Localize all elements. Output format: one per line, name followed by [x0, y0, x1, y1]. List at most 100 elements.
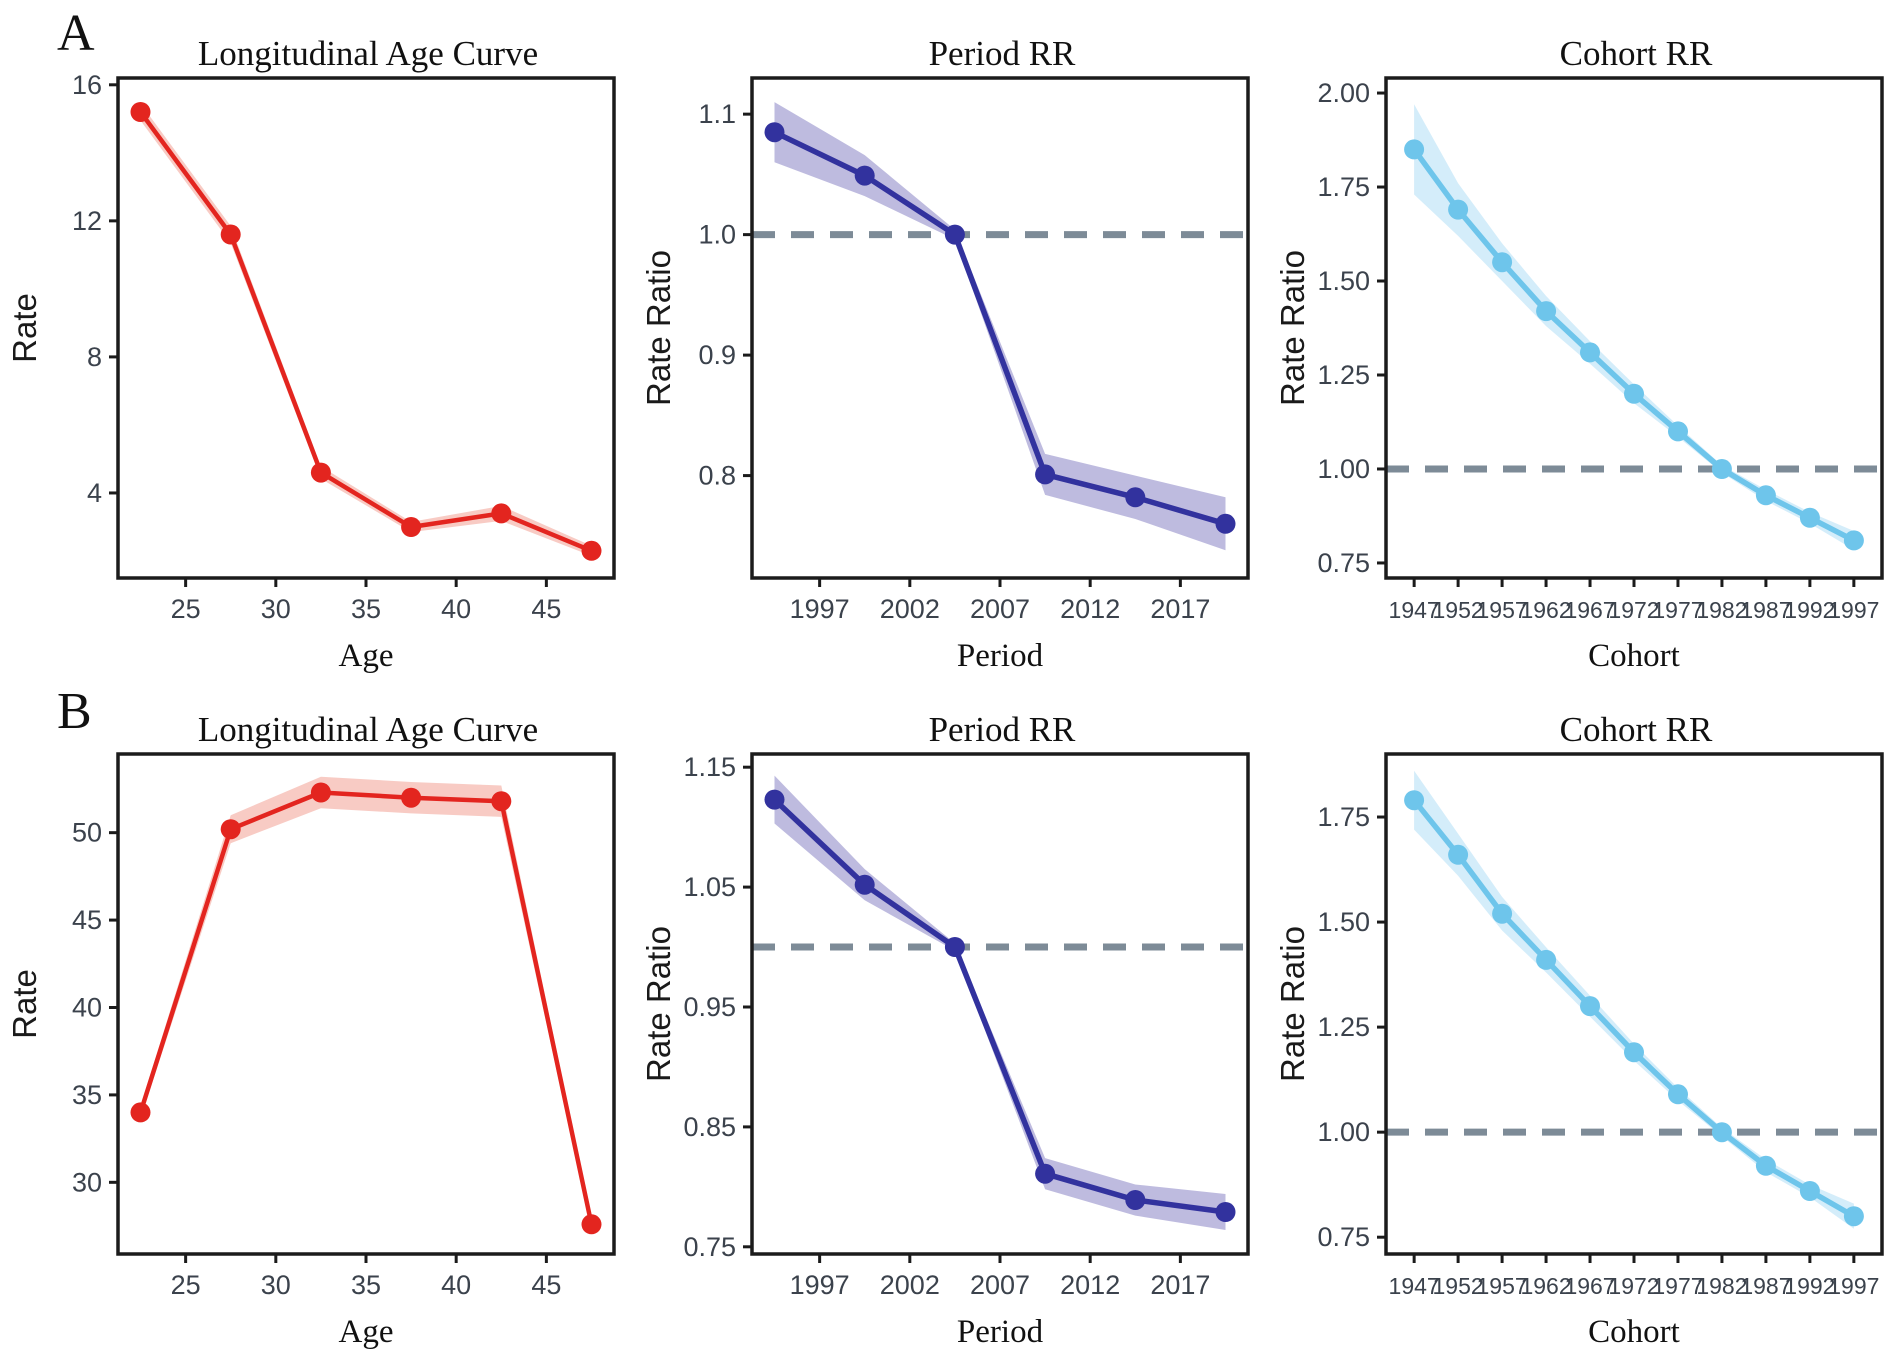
x-tick-label: 1992: [1784, 1273, 1835, 1299]
chart-canvas-a-age: 25 30 35 40 45 4 8 12 16 Rate Age: [6, 70, 616, 674]
x-tick-label: 1982: [1696, 1273, 1747, 1299]
y-tick-label: 0.75: [1317, 548, 1370, 578]
y-tick-label: 0.95: [683, 992, 736, 1022]
data-point: [1624, 383, 1644, 404]
x-tick-label: 2002: [880, 594, 940, 624]
x-tick-label: 1997: [1828, 597, 1879, 623]
chart-title: Longitudinal Age Curve: [197, 34, 539, 73]
data-point: [1624, 1042, 1644, 1063]
panel-b-row: Longitudinal Age Curve 25 30 35 40 45 30 35 40 4…: [0, 676, 1902, 1352]
y-tick-label: 1.00: [1317, 454, 1370, 484]
y-tick-label: 1.0: [698, 220, 736, 250]
confidence-band: [774, 775, 1226, 1230]
data-point: [854, 874, 875, 895]
y-tick-label: 1.50: [1317, 907, 1370, 937]
x-tick-label: 2007: [970, 1270, 1030, 1300]
data-point: [220, 819, 241, 840]
y-tick-label: 1.1: [698, 99, 736, 129]
chart-a-cohort-rr: Cohort RR 1947 1952 1957 1962 1967 1972 1977 19…: [1268, 0, 1902, 676]
x-tick-label: 1977: [1652, 597, 1703, 623]
panel-label-a: A: [57, 5, 95, 62]
data-point: [1711, 459, 1732, 479]
y-tick-label: 45: [72, 905, 102, 935]
data-point: [1404, 139, 1425, 160]
data-line: [771, 129, 1229, 527]
x-tick-label: 1992: [1784, 597, 1835, 623]
x-tick-label: 40: [441, 1270, 471, 1300]
y-tick-label: 40: [72, 992, 102, 1022]
data-point: [1125, 1190, 1146, 1210]
x-tick-label: 2017: [1150, 1270, 1210, 1300]
chart-b-cohort-rr: Cohort RR 1947 1952 1957 1962 1967 1972 1977 19…: [1268, 676, 1902, 1352]
x-tick-label: 1997: [1828, 1273, 1879, 1299]
data-point: [581, 540, 602, 561]
y-tick-label: 0.75: [683, 1232, 736, 1262]
data-point: [1536, 949, 1557, 970]
y-tick-label: 0.75: [1317, 1222, 1370, 1252]
data-point: [1492, 252, 1513, 273]
x-tick-label: 2012: [1060, 1270, 1120, 1300]
data-point: [1799, 1181, 1820, 1201]
x-tick-label: 30: [261, 594, 291, 624]
y-tick-label: 2.00: [1317, 78, 1370, 108]
data-line: [1411, 797, 1857, 1219]
data-line: [138, 790, 594, 1227]
data-point: [220, 224, 241, 245]
chart-canvas-b-period: 1997 2002 2007 2012 2017 0.75 0.85 0.95 1.05 1.15…: [640, 752, 1250, 1350]
y-tick-label: 1.15: [683, 752, 736, 782]
y-tick-label: 0.9: [698, 340, 736, 370]
x-tick-label: 1997: [790, 594, 850, 624]
data-point: [310, 782, 331, 803]
data-point: [944, 937, 965, 957]
y-tick-label: 1.50: [1317, 266, 1370, 296]
chart-canvas-b-age: 25 30 35 40 45 30 35 40 45 50 Rate Age: [6, 752, 616, 1350]
x-tick-label: 1962: [1520, 597, 1571, 623]
x-tick-label: 1957: [1476, 597, 1527, 623]
y-tick-label: 1.25: [1317, 1012, 1370, 1042]
y-tick-label: 35: [72, 1080, 102, 1110]
x-tick-label: 2002: [880, 1270, 940, 1300]
x-tick-label: 1967: [1564, 597, 1615, 623]
data-point: [1755, 1155, 1776, 1176]
x-axis-title: Cohort: [1588, 638, 1680, 674]
x-tick-label: 1947: [1389, 1273, 1440, 1299]
data-point: [1580, 996, 1600, 1017]
data-point: [1125, 487, 1146, 508]
panel-label-b: B: [57, 683, 92, 740]
data-point: [1035, 1163, 1056, 1184]
y-tick-label: 4: [87, 478, 102, 508]
data-point: [1448, 199, 1469, 220]
chart-title: Cohort RR: [1559, 710, 1713, 749]
confidence-band: [1414, 104, 1854, 550]
x-tick-label: 1982: [1696, 597, 1747, 623]
plot-frame: [116, 752, 616, 1256]
plot-frame: [1384, 76, 1884, 580]
confidence-band: [140, 776, 592, 1231]
y-axis-title: Rate: [6, 293, 43, 363]
data-point: [1448, 844, 1469, 865]
y-tick-label: 12: [72, 206, 102, 236]
chart-canvas-b-cohort: 1947195219571962196719721977198219871992…: [1274, 752, 1884, 1350]
x-tick-label: 1987: [1740, 597, 1791, 623]
y-tick-label: 1.25: [1317, 360, 1370, 390]
x-tick-label: 1947: [1389, 597, 1440, 623]
y-tick-label: 1.75: [1317, 802, 1370, 832]
chart-title: Cohort RR: [1559, 34, 1713, 73]
x-tick-label: 35: [351, 1270, 381, 1300]
data-point: [1755, 485, 1776, 506]
data-line: [138, 109, 594, 554]
chart-b-period-rr: Period RR 1997 2002 2007 2012 2017 0.75 0.85 0.…: [634, 676, 1268, 1352]
y-axis-title: Rate Ratio: [1274, 926, 1311, 1082]
data-point: [581, 1214, 602, 1235]
data-point: [1035, 464, 1056, 485]
x-axis-title: Age: [339, 638, 394, 674]
y-tick-label: 30: [72, 1167, 102, 1197]
chart-a-period-rr: Period RR 1997 2002 2007 2012 2017 0.8 0.9 1.0 1…: [634, 0, 1268, 676]
x-tick-label: 1997: [790, 1270, 850, 1300]
y-tick-label: 1.75: [1317, 172, 1370, 202]
x-tick-label: 25: [171, 1270, 201, 1300]
data-point: [491, 791, 512, 812]
x-tick-label: 25: [171, 594, 201, 624]
data-point: [1215, 1202, 1236, 1222]
y-tick-label: 50: [72, 818, 102, 848]
